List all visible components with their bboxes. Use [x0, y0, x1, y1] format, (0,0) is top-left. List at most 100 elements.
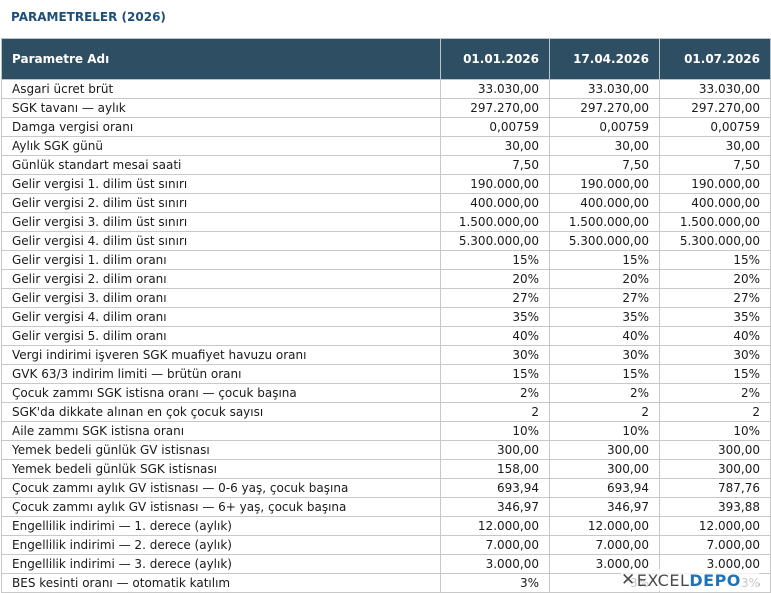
parameter-value-cell[interactable]: 393,88 [659, 497, 771, 517]
parameter-value-cell[interactable]: 7.000,00 [440, 535, 550, 555]
parameter-value-cell[interactable]: 300,00 [440, 440, 550, 460]
parameter-name-cell[interactable]: Engellilik indirimi — 2. derece (aylık) [1, 535, 441, 555]
parameter-value-cell[interactable]: 2% [659, 383, 771, 403]
parameter-value-cell[interactable]: 15% [659, 364, 771, 384]
parameter-value-cell[interactable]: 0,00759 [659, 117, 771, 137]
parameter-name-cell[interactable]: Gelir vergisi 5. dilim oranı [1, 326, 441, 346]
parameter-value-cell[interactable]: 15% [440, 250, 550, 270]
parameter-value-cell[interactable]: 30% [659, 345, 771, 365]
parameter-value-cell[interactable]: 158,00 [440, 459, 550, 479]
parameter-value-cell[interactable]: 15% [549, 364, 660, 384]
parameter-value-cell[interactable]: 40% [549, 326, 660, 346]
parameter-name-cell[interactable]: Vergi indirimi işveren SGK muafiyet havu… [1, 345, 441, 365]
parameter-value-cell[interactable]: 2% [549, 383, 660, 403]
parameter-value-cell[interactable]: 12.000,00 [549, 516, 660, 536]
parameter-value-cell[interactable]: 30% [549, 345, 660, 365]
parameter-value-cell[interactable]: 27% [549, 288, 660, 308]
parameter-name-cell[interactable]: Çocuk zammı aylık GV istisnası — 6+ yaş,… [1, 497, 441, 517]
parameter-value-cell[interactable]: 15% [440, 364, 550, 384]
parameter-value-cell[interactable]: 400.000,00 [440, 193, 550, 213]
parameter-value-cell[interactable]: 30,00 [659, 136, 771, 156]
parameter-value-cell[interactable]: 10% [549, 421, 660, 441]
parameter-value-cell[interactable]: 7,50 [549, 155, 660, 175]
parameter-name-cell[interactable]: Yemek bedeli günlük SGK istisnası [1, 459, 441, 479]
parameter-value-cell[interactable]: 30% [440, 345, 550, 365]
parameter-value-cell[interactable]: 400.000,00 [659, 193, 771, 213]
parameter-value-cell[interactable]: 30,00 [440, 136, 550, 156]
parameter-value-cell[interactable]: 0,00759 [440, 117, 550, 137]
parameter-value-cell[interactable]: 20% [659, 269, 771, 289]
parameter-value-cell[interactable]: 2 [440, 402, 550, 422]
parameter-name-cell[interactable]: Gelir vergisi 1. dilim oranı [1, 250, 441, 270]
parameter-value-cell[interactable]: 300,00 [549, 459, 660, 479]
parameter-value-cell[interactable]: 35% [659, 307, 771, 327]
parameter-name-cell[interactable]: Engellilik indirimi — 3. derece (aylık) [1, 554, 441, 574]
parameter-value-cell[interactable]: 15% [659, 250, 771, 270]
parameter-name-cell[interactable]: Damga vergisi oranı [1, 117, 441, 137]
parameter-value-cell[interactable]: 10% [659, 421, 771, 441]
parameter-name-cell[interactable]: SGK tavanı — aylık [1, 98, 441, 118]
parameter-name-cell[interactable]: Çocuk zammı aylık GV istisnası — 0-6 yaş… [1, 478, 441, 498]
parameter-name-cell[interactable]: Gelir vergisi 2. dilim oranı [1, 269, 441, 289]
parameter-name-cell[interactable]: Asgari ücret brüt [1, 79, 441, 99]
parameter-value-cell[interactable]: 400.000,00 [549, 193, 660, 213]
parameter-value-cell[interactable]: 2% [440, 383, 550, 403]
parameter-value-cell[interactable]: 297.270,00 [659, 98, 771, 118]
parameter-name-cell[interactable]: Engellilik indirimi — 1. derece (aylık) [1, 516, 441, 536]
parameter-value-cell[interactable]: 33.030,00 [659, 79, 771, 99]
parameter-value-cell[interactable]: 7,50 [440, 155, 550, 175]
parameter-name-cell[interactable]: Gelir vergisi 3. dilim üst sınırı [1, 212, 441, 232]
parameter-value-cell[interactable]: 20% [440, 269, 550, 289]
parameter-value-cell[interactable]: 3% [440, 573, 550, 593]
parameter-value-cell[interactable]: 35% [440, 307, 550, 327]
parameter-value-cell[interactable]: 0,00759 [549, 117, 660, 137]
parameter-value-cell[interactable]: 27% [659, 288, 771, 308]
parameter-name-cell[interactable]: Yemek bedeli günlük GV istisnası [1, 440, 441, 460]
parameter-value-cell[interactable]: 1.500.000,00 [549, 212, 660, 232]
parameter-value-cell[interactable]: 2 [659, 402, 771, 422]
parameter-name-cell[interactable]: Gelir vergisi 4. dilim üst sınırı [1, 231, 441, 251]
parameter-value-cell[interactable]: 693,94 [549, 478, 660, 498]
parameter-value-cell[interactable]: 300,00 [659, 440, 771, 460]
parameter-value-cell[interactable]: 7.000,00 [659, 535, 771, 555]
parameter-name-cell[interactable]: Gelir vergisi 1. dilim üst sınırı [1, 174, 441, 194]
parameter-name-cell[interactable]: GVK 63/3 indirim limiti — brütün oranı [1, 364, 441, 384]
parameter-value-cell[interactable]: 346,97 [440, 497, 550, 517]
parameter-name-cell[interactable]: Aile zammı SGK istisna oranı [1, 421, 441, 441]
parameter-value-cell[interactable]: 12.000,00 [659, 516, 771, 536]
parameter-value-cell[interactable]: 346,97 [549, 497, 660, 517]
parameter-value-cell[interactable]: 33.030,00 [440, 79, 550, 99]
parameter-value-cell[interactable]: 190.000,00 [549, 174, 660, 194]
parameter-value-cell[interactable]: 5.300.000,00 [659, 231, 771, 251]
parameter-value-cell[interactable]: 7.000,00 [549, 535, 660, 555]
parameter-name-cell[interactable]: Gelir vergisi 4. dilim oranı [1, 307, 441, 327]
parameter-name-cell[interactable]: Günlük standart mesai saati [1, 155, 441, 175]
parameter-value-cell[interactable]: 33.030,00 [549, 79, 660, 99]
parameter-name-cell[interactable]: BES kesinti oranı — otomatik katılım [1, 573, 441, 593]
parameter-value-cell[interactable]: 20% [549, 269, 660, 289]
parameter-value-cell[interactable]: 693,94 [440, 478, 550, 498]
parameter-value-cell[interactable]: 1.500.000,00 [659, 212, 771, 232]
parameter-value-cell[interactable]: 12.000,00 [440, 516, 550, 536]
parameter-name-cell[interactable]: Çocuk zammı SGK istisna oranı — çocuk ba… [1, 383, 441, 403]
parameter-value-cell[interactable]: 10% [440, 421, 550, 441]
parameter-name-cell[interactable]: Aylık SGK günü [1, 136, 441, 156]
parameter-value-cell[interactable]: 297.270,00 [549, 98, 660, 118]
parameter-value-cell[interactable]: 5.300.000,00 [549, 231, 660, 251]
parameter-value-cell[interactable]: 40% [440, 326, 550, 346]
parameter-value-cell[interactable]: 3.000,00 [440, 554, 550, 574]
parameter-value-cell[interactable]: 40% [659, 326, 771, 346]
parameter-value-cell[interactable]: 2 [549, 402, 660, 422]
parameter-value-cell[interactable]: 1.500.000,00 [440, 212, 550, 232]
parameter-value-cell[interactable]: 190.000,00 [659, 174, 771, 194]
parameter-value-cell[interactable]: 7,50 [659, 155, 771, 175]
parameter-value-cell[interactable]: 15% [549, 250, 660, 270]
parameter-name-cell[interactable]: SGK'da dikkate alınan en çok çocuk sayıs… [1, 402, 441, 422]
parameter-value-cell[interactable]: 297.270,00 [440, 98, 550, 118]
parameter-value-cell[interactable]: 787,76 [659, 478, 771, 498]
parameter-name-cell[interactable]: Gelir vergisi 2. dilim üst sınırı [1, 193, 441, 213]
parameter-value-cell[interactable]: 300,00 [659, 459, 771, 479]
parameter-value-cell[interactable]: 27% [440, 288, 550, 308]
parameter-value-cell[interactable]: 300,00 [549, 440, 660, 460]
parameter-value-cell[interactable]: 30,00 [549, 136, 660, 156]
